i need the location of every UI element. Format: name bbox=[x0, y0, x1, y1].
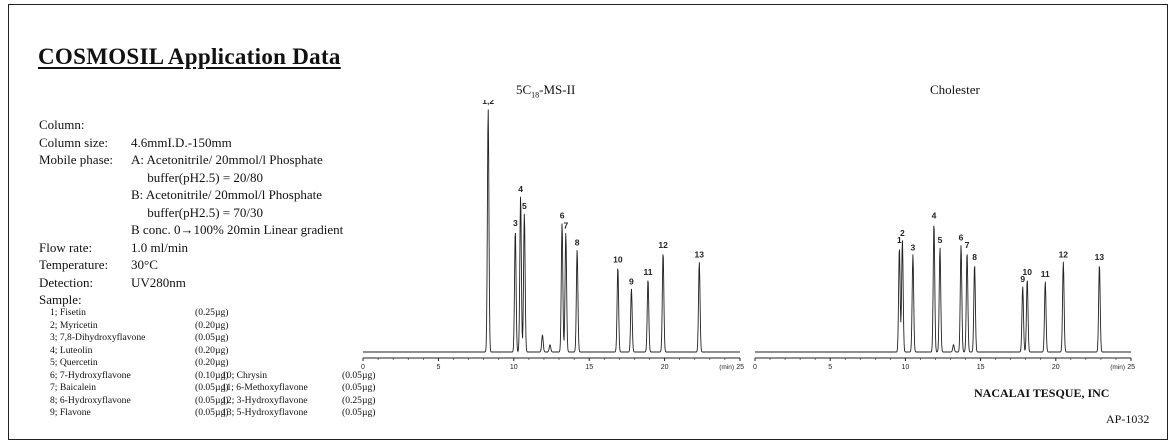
peak-label: 4 bbox=[932, 211, 937, 221]
sample-amount: (0.25µg) bbox=[342, 394, 376, 406]
condition-label: Mobile phase: bbox=[39, 152, 114, 167]
condition-value: B conc. 0→100% 20min Linear gradient bbox=[131, 222, 344, 237]
condition-value: 4.6mmI.D.-150mm bbox=[131, 134, 232, 150]
x-unit-label: (min) bbox=[719, 364, 734, 371]
condition-value: buffer(pH2.5) = 70/30 bbox=[131, 204, 264, 220]
x-tick-label: 5 bbox=[828, 364, 832, 371]
peak-label: 9 bbox=[629, 277, 634, 287]
condition-label: Column size: bbox=[39, 134, 108, 150]
peak-label: 6 bbox=[560, 211, 565, 221]
sample-name: 2; Myricetin bbox=[50, 319, 98, 331]
sample-amount: (0.10µg) bbox=[195, 369, 229, 381]
sample-amount: (0.20µg) bbox=[195, 344, 229, 356]
sample-amount: (0.20µg) bbox=[195, 319, 229, 331]
x-tick-label: 25 bbox=[736, 364, 744, 371]
sample-name: 13; 5-Hydroxyflavone bbox=[222, 407, 308, 418]
chromatogram-1-title: 5C18-MS-II bbox=[516, 82, 575, 100]
condition-value: B: Acetonitrile/ 20mmol/l Phosphate bbox=[131, 187, 323, 202]
sample-name: 8; 6-Hydroxyflavone bbox=[50, 394, 131, 406]
peak-label: 2 bbox=[900, 228, 905, 238]
company-name: NACALAI TESQUE, INC bbox=[974, 386, 1110, 400]
x-tick-label: 25 bbox=[1127, 364, 1135, 371]
peak-label: 13 bbox=[1095, 252, 1105, 262]
peak-label: 11 bbox=[1041, 269, 1050, 279]
condition-value: 30°C bbox=[131, 257, 158, 272]
sample-name: 9; Flavone bbox=[50, 407, 91, 418]
chromatogram-title-subscript: 18 bbox=[531, 90, 540, 100]
condition-value: UV280nm bbox=[131, 274, 186, 290]
peak-label: 13 bbox=[695, 250, 705, 260]
x-tick-label: 10 bbox=[902, 364, 910, 371]
condition-value: buffer(pH2.5) = 20/80 bbox=[131, 169, 264, 185]
sample-name: 1; Fisetin bbox=[50, 307, 86, 318]
peak-label: 1 bbox=[897, 235, 902, 245]
sample-amount: (0.05µg) bbox=[342, 407, 376, 418]
sample-name: 11; 6-Methoxyflavone bbox=[222, 382, 308, 393]
condition-value: A: Acetonitrile/ 20mmol/l Phosphate bbox=[131, 152, 323, 167]
peak-label: 7 bbox=[563, 220, 568, 230]
peak-label: 8 bbox=[972, 252, 977, 262]
sample-amount: (0.05µg) bbox=[342, 382, 376, 393]
chromatogram-2-title: Cholester bbox=[930, 82, 980, 98]
peak-label: 12 bbox=[1059, 250, 1069, 260]
condition-label: Column: bbox=[39, 117, 85, 132]
peak-label: 7 bbox=[965, 240, 970, 250]
sample-amount: (0.20µg) bbox=[195, 357, 229, 368]
peak-label: 8 bbox=[575, 238, 580, 248]
sample-name: 5; Quercetin bbox=[50, 357, 98, 368]
peak-label: 10 bbox=[613, 255, 623, 265]
chromatogram-title-suffix: -MS-II bbox=[539, 82, 576, 97]
sample-amount: (0.05µg) bbox=[195, 332, 229, 343]
condition-label: Temperature: bbox=[39, 257, 109, 272]
sample-name: 6; 7-Hydroxyflavone bbox=[50, 369, 131, 381]
peak-label: 12 bbox=[658, 240, 668, 250]
sample-name: 4; Luteolin bbox=[50, 344, 93, 356]
sample-amount: (0.05µg) bbox=[195, 382, 229, 393]
page-title: COSMOSIL Application Data bbox=[38, 44, 341, 69]
sample-amount: (0.05µg) bbox=[195, 394, 229, 406]
peak-label: 9 bbox=[1020, 274, 1025, 284]
peak-label: 1,2 bbox=[482, 100, 494, 106]
peak-label: 4 bbox=[518, 184, 523, 194]
chromatogram-trace bbox=[755, 225, 1131, 353]
condition-label: Detection: bbox=[39, 274, 94, 290]
condition-label: Flow rate: bbox=[39, 239, 93, 255]
sample-name: 10; Chrysin bbox=[222, 369, 268, 381]
peak-label: 5 bbox=[522, 201, 527, 211]
x-tick-label: 5 bbox=[436, 364, 440, 371]
x-tick-label: 20 bbox=[1052, 364, 1060, 371]
x-tick-label: 15 bbox=[585, 364, 593, 371]
chromatogram-title-main: Cholester bbox=[930, 82, 980, 97]
condition-value: 1.0 ml/min bbox=[131, 239, 189, 255]
x-tick-label: 0 bbox=[361, 364, 365, 371]
sample-name: 12; 3-Hydroxyflavone bbox=[222, 394, 308, 406]
x-unit-label: (min) bbox=[1110, 364, 1125, 371]
chromatogram-title-main: 5C bbox=[516, 82, 532, 97]
x-tick-label: 20 bbox=[661, 364, 669, 371]
x-tick-label: 0 bbox=[753, 364, 757, 371]
sample-amount: (0.05µg) bbox=[195, 407, 229, 418]
x-tick-label: 15 bbox=[977, 364, 985, 371]
x-tick-label: 10 bbox=[510, 364, 518, 371]
peak-label: 10 bbox=[1022, 267, 1032, 277]
peak-label: 3 bbox=[513, 218, 518, 228]
sample-amount: (0.05µg) bbox=[342, 369, 376, 381]
document-code: AP-1032 bbox=[1106, 412, 1150, 426]
peak-label: 3 bbox=[911, 242, 916, 252]
condition-label: Sample: bbox=[39, 292, 82, 307]
sample-amount: (0.25µg) bbox=[195, 307, 229, 318]
peak-label: 6 bbox=[959, 233, 964, 243]
chromatogram-trace bbox=[363, 109, 740, 353]
application-data-sheet bbox=[8, 4, 1168, 440]
sample-name: 7; Baicalein bbox=[50, 382, 97, 393]
sample-name: 3; 7,8-Dihydroxyflavone bbox=[50, 332, 146, 343]
peak-label: 5 bbox=[938, 235, 943, 245]
peak-label: 11 bbox=[644, 267, 653, 277]
chromatogram-ms-ii: 0 5 10 15 20 25(min) 1,2 3 4 5 678 10 9 11 12 13 bbox=[361, 100, 744, 371]
